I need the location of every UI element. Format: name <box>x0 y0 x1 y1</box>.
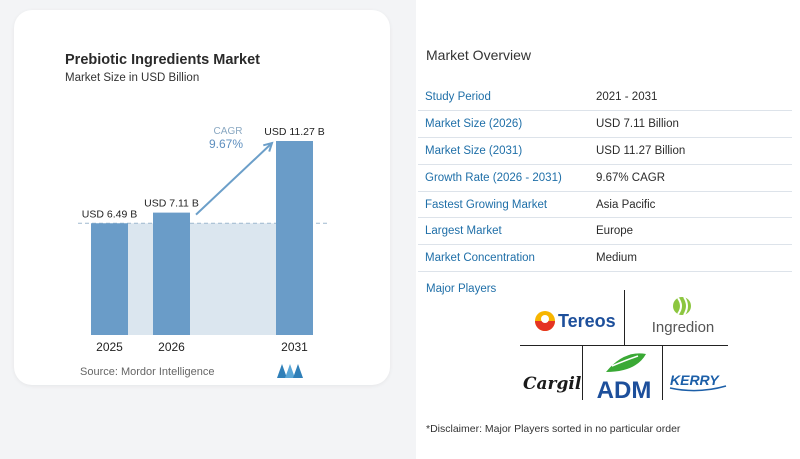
overview-row: Study Period 2021 - 2031 <box>418 84 792 111</box>
overview-row: Market Concentration Medium <box>418 245 792 273</box>
overview-row-label: Fastest Growing Market <box>425 198 548 211</box>
overview-row-label: Study Period <box>425 91 491 103</box>
adm-logo-text: ADM <box>597 377 652 402</box>
kerry-logo: KERRY <box>669 372 727 392</box>
overview-row-value: USD 7.11 Billion <box>596 117 679 130</box>
logo-divider-horizontal <box>520 345 728 346</box>
disclaimer: *Disclaimer: Major Players sorted in no … <box>426 423 681 435</box>
data-label: USD 7.11 B <box>144 198 199 210</box>
bar-chart: USD 6.49 B 2025 USD 7.11 B 2026 USD 11.27 B 2… <box>78 126 327 354</box>
overview-title: Market Overview <box>426 47 532 63</box>
overview-row-value: Europe <box>596 225 634 238</box>
bar <box>276 141 313 335</box>
ingredion-logo: Ingredion <box>652 296 715 336</box>
overview-panel: Market Overview Study Period 2021 - 2031 M… <box>416 0 800 459</box>
overview-row: Largest Market Europe <box>418 218 792 246</box>
cagr-arrow-line <box>195 142 273 216</box>
overview-row-value: Asia Pacific <box>596 198 656 211</box>
overview-row-value: 2021 - 2031 <box>596 91 658 103</box>
source-text: Source: Mordor Intelligence <box>80 366 215 378</box>
overview-table: Study Period 2021 - 2031 Market Size (2026… <box>418 84 792 273</box>
cargill-logo: Cargill <box>523 374 581 394</box>
major-players-title: Major Players <box>426 283 497 295</box>
data-label: USD 11.27 B <box>264 126 325 138</box>
overview-row-label: Market Size (2031) <box>425 144 523 157</box>
ingredion-logo-text: Ingredion <box>652 319 715 336</box>
bar <box>153 212 190 335</box>
mordor-intelligence-logo-icon <box>277 364 303 378</box>
x-tick-label: 2031 <box>281 340 308 354</box>
chart-title: Prebiotic Ingredients Market <box>65 52 260 68</box>
tereos-logo: Tereos <box>535 311 616 331</box>
cargill-logo-text: Cargill <box>523 374 581 394</box>
overview-row-value: 9.67% CAGR <box>596 171 666 184</box>
overview-row-value: USD 11.27 Billion <box>596 144 686 157</box>
logo-divider-vertical-top <box>624 290 625 345</box>
chart-subtitle: Market Size in USD Billion <box>65 72 200 84</box>
overview-row-value: Medium <box>596 252 637 265</box>
overview-row-label: Growth Rate (2026 - 2031) <box>425 171 562 184</box>
x-tick-label: 2026 <box>158 340 185 354</box>
overview-row-label: Largest Market <box>425 225 502 238</box>
adm-logo: ADM <box>597 353 652 402</box>
data-label: USD 6.49 B <box>82 208 137 220</box>
overview-row-label: Market Size (2026) <box>425 117 523 130</box>
kerry-logo-text: KERRY <box>670 372 720 388</box>
x-tick-label: 2025 <box>96 340 123 354</box>
overview-row: Market Size (2031) USD 11.27 Billion <box>418 138 792 165</box>
tereos-logo-text: Tereos <box>558 311 616 331</box>
overview-row: Fastest Growing Market Asia Pacific <box>418 192 792 219</box>
overview-row: Market Size (2026) USD 7.11 Billion <box>418 111 792 138</box>
overview-row-label: Market Concentration <box>425 252 535 265</box>
cagr-arrow-head-icon <box>263 141 274 152</box>
logo-divider-vertical-right <box>662 345 663 400</box>
cagr-label: CAGR <box>214 126 243 137</box>
logo-divider-vertical-left <box>582 345 583 400</box>
bar <box>91 223 128 335</box>
overview-row: Growth Rate (2026 - 2031) 9.67% CAGR <box>418 165 792 192</box>
cagr-value: 9.67% <box>209 137 243 151</box>
